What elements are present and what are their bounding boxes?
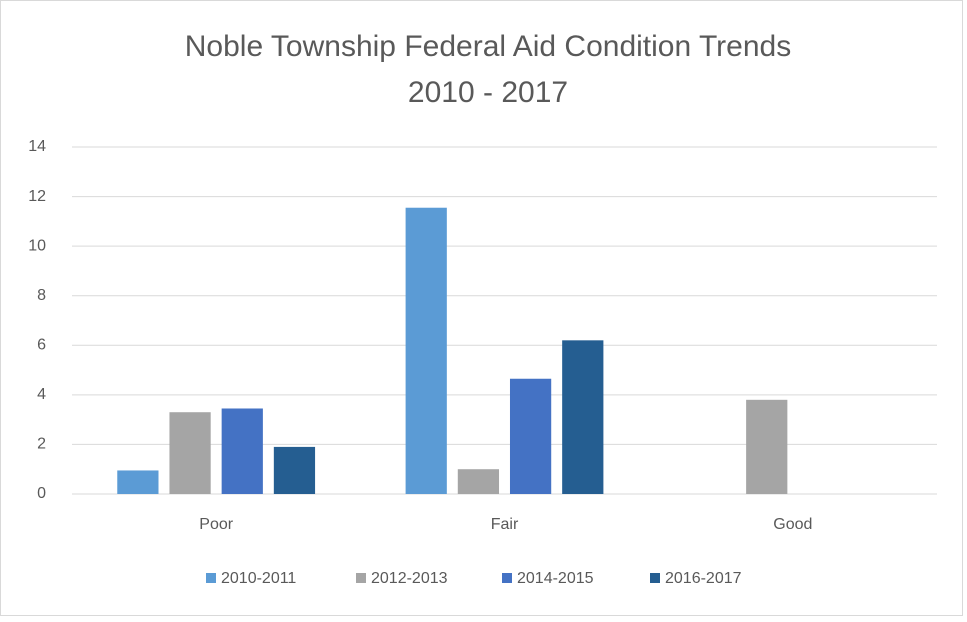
legend-label: 2016-2017 (665, 570, 742, 587)
legend-swatch (650, 573, 660, 583)
bar (117, 470, 159, 494)
y-tick-label: 10 (28, 237, 46, 254)
legend-label: 2012-2013 (371, 570, 448, 587)
y-tick-label: 12 (28, 188, 46, 205)
x-tick-label: Poor (199, 516, 233, 533)
bar (509, 378, 552, 494)
y-tick-label: 8 (37, 287, 46, 304)
legend-swatch (206, 573, 216, 583)
bar (457, 469, 500, 494)
legend-swatch (502, 573, 512, 583)
bar (746, 399, 788, 494)
bar (562, 340, 604, 494)
bar (221, 408, 263, 494)
legend-swatch (356, 573, 366, 583)
chart-title: Noble Township Federal Aid Condition Tre… (185, 30, 791, 63)
legend-label: 2014-2015 (517, 570, 594, 587)
bar (273, 446, 316, 494)
x-tick-label: Good (773, 516, 812, 533)
y-tick-label: 6 (37, 337, 46, 354)
y-tick-label: 2 (37, 436, 46, 453)
chart-subtitle: 2010 - 2017 (408, 76, 568, 109)
x-tick-label: Fair (491, 516, 519, 533)
y-tick-label: 0 (37, 485, 46, 502)
y-tick-label: 14 (28, 138, 46, 155)
bar (405, 207, 447, 494)
bar (169, 412, 211, 494)
y-tick-label: 4 (37, 386, 46, 403)
legend-label: 2010-2011 (221, 570, 296, 587)
